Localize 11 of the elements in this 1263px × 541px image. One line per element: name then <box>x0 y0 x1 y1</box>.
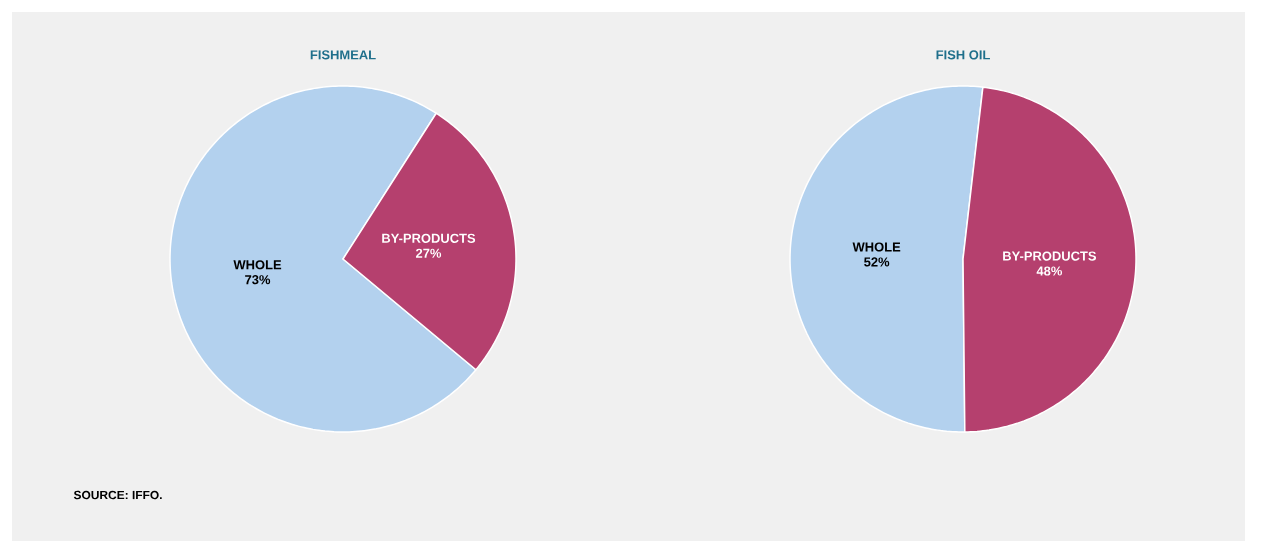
source-note: SOURCE: IFFO. <box>73 490 162 500</box>
chart-title: FISHMEAL <box>310 50 376 60</box>
slice-label: BY-PRODUCTS <box>382 233 476 243</box>
data-label: 73% <box>245 275 271 285</box>
data-label: 48% <box>1036 266 1063 276</box>
slice-label: WHOLE <box>233 260 282 270</box>
slice-label: WHOLE <box>852 242 901 252</box>
data-label: 27% <box>415 248 442 258</box>
chart-title: FISH OIL <box>936 50 990 60</box>
data-label: 52% <box>864 257 890 267</box>
slice-label: BY-PRODUCTS <box>1003 251 1097 261</box>
